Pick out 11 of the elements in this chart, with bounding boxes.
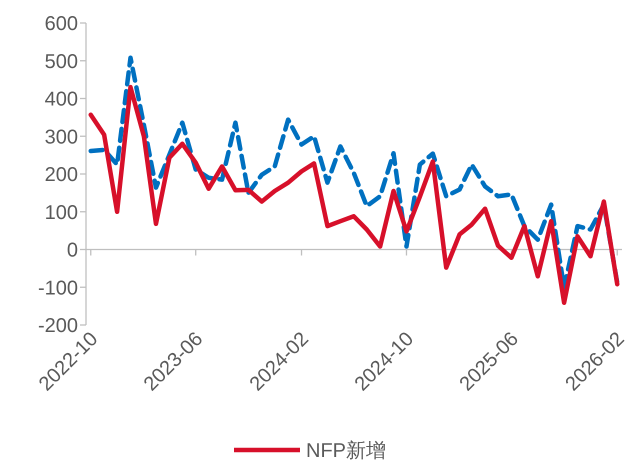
y-tick-label: 300 — [44, 126, 78, 148]
y-tick-label: 400 — [44, 88, 78, 110]
y-tick-label: 500 — [44, 50, 78, 73]
y-tick-label: 0 — [66, 240, 78, 262]
y-tick-label: -200 — [38, 315, 78, 337]
y-tick-label: 200 — [44, 164, 78, 186]
legend: NFP新增 — [234, 440, 386, 460]
y-tick-label: 600 — [44, 13, 78, 35]
legend-label: NFP新增 — [306, 440, 386, 460]
y-tick-label: -100 — [38, 277, 78, 300]
y-tick-label: 100 — [44, 202, 78, 224]
